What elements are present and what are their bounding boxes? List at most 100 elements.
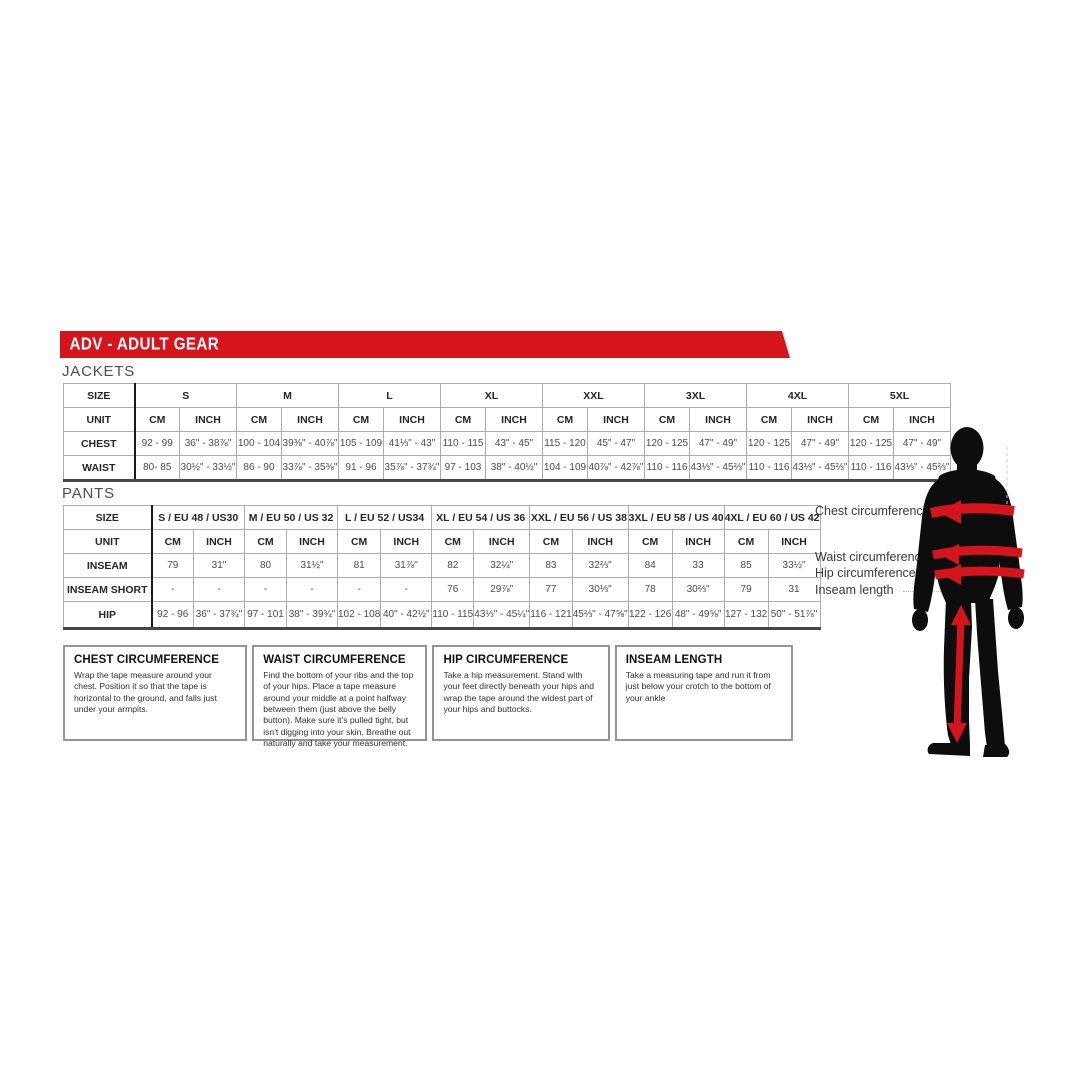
inch-value-cell: 38" - 40½" [485,455,543,481]
figure-label-hip: Hip circumference [815,566,916,580]
size-column-header-2: L [338,383,441,408]
cm-header-cell: CM [746,407,792,432]
inch-value-cell: 50" - 51⅞" [767,601,821,629]
inch-header-cell: INCH [587,407,645,432]
unit-header-cell: UNIT [63,529,153,554]
size-column-header-0: S / EU 48 / US30 [151,505,245,530]
inseam-length-info-box: INSEAM LENGTH Take a measuring tape and … [614,645,793,741]
inch-value-cell: 35⅞" - 37¾" [383,455,441,481]
cm-header-cell: CM [151,529,194,554]
figure-label-chest: Chest circumference [815,504,930,518]
inch-value-cell: 47" - 49" [689,431,747,456]
size-column-header-3: XL [440,383,543,408]
inch-value-cell: - [286,577,338,602]
size-column-header-1: M / EU 50 / US 32 [244,505,338,530]
info-box-title: HIP CIRCUMFERENCE [443,654,569,666]
inch-value-cell: - [193,577,245,602]
hip-circumference-info-box: HIP CIRCUMFERENCE Take a hip measurement… [432,645,610,741]
cm-value-cell: 80- 85 [134,455,180,481]
size-header-cell: SIZE [63,383,136,408]
cm-value-cell: 104 - 109 [542,455,588,481]
row-label: HIP [63,601,153,629]
inch-value-cell: 32¼" [473,553,531,578]
inch-header-cell: INCH [893,407,951,432]
cm-value-cell: 110 - 116 [644,455,690,481]
inch-value-cell: 38" - 39¾" [286,601,338,629]
cm-value-cell: 97 - 103 [440,455,486,481]
cm-value-cell: 110 - 115 [440,431,486,456]
inch-value-cell: 30⅔" [671,577,725,602]
cm-value-cell: 110 - 116 [746,455,792,481]
cm-value-cell: 115 - 120 [542,431,588,456]
inch-header-cell: INCH [193,529,245,554]
inch-value-cell: 30½" - 33½" [179,455,237,481]
arrow-heads [939,500,971,743]
cm-value-cell: 127 - 132 [723,601,769,629]
inch-value-cell: 33 [671,553,725,578]
cm-header-cell: CM [529,529,573,554]
inch-value-cell: 43⅓" - 45⅔" [689,455,747,481]
info-box-body: Find the bottom of your ribs and the top… [263,670,414,749]
row-label: CHEST [63,431,136,456]
inch-value-cell: 47" - 49" [893,431,951,456]
cm-value-cell: - [244,577,287,602]
cm-header-cell: CM [723,529,769,554]
cm-value-cell: 80 [244,553,287,578]
cm-value-cell: 116 - 121 [529,601,573,629]
info-box-title: WAIST CIRCUMFERENCE [263,654,406,666]
measurement-instructions: CHEST CIRCUMFERENCE Wrap the tape measur… [63,645,793,748]
banner-title: ADV - ADULT GEAR [69,334,220,354]
row-label: INSEAM SHORT [63,577,153,602]
inch-value-cell: 33⅞" - 35⅜" [281,455,339,481]
cm-value-cell: 82 [431,553,475,578]
unit-header-cell: UNIT [63,407,136,432]
cm-value-cell: 122 - 126 [627,601,673,629]
row-label: WAIST [63,455,136,481]
inch-value-cell: 36" - 38⅞" [179,431,237,456]
row-label: INSEAM [63,553,153,578]
cm-header-cell: CM [338,407,384,432]
inch-value-cell: 45⅔" - 47⅝" [571,601,629,629]
inch-value-cell: 31 [767,577,821,602]
inch-value-cell: 47" - 49" [791,431,849,456]
cm-value-cell: 100 - 104 [236,431,282,456]
info-box-title: CHEST CIRCUMFERENCE [74,654,220,666]
inseam-arrow-line [953,618,965,730]
inch-value-cell: 45" - 47" [587,431,645,456]
pants-section-label: PANTS [62,485,115,502]
inch-value-cell: 40⅞" - 42⅞" [587,455,645,481]
cm-value-cell: 84 [627,553,673,578]
size-column-header-5: 3XL / EU 58 / US 40 [627,505,725,530]
size-column-header-2: L / EU 52 / US34 [336,505,433,530]
cm-header-cell: CM [644,407,690,432]
inch-value-cell: 43⅓" - 45⅔" [791,455,849,481]
inch-header-cell: INCH [671,529,725,554]
inch-header-cell: INCH [473,529,531,554]
chest-band-arrow [929,503,1015,518]
inch-value-cell: 39⅜" - 40⅞" [281,431,339,456]
jackets-section-label: JACKETS [62,363,136,380]
cm-value-cell: 81 [336,553,382,578]
waist-circumference-info-box: WAIST CIRCUMFERENCE Find the bottom of y… [252,645,428,748]
cm-value-cell: 105 - 109 [338,431,384,456]
info-box-body: Take a measuring tape and run it from ju… [625,670,771,703]
cm-value-cell: 83 [529,553,573,578]
cm-header-cell: CM [336,529,382,554]
cm-header-cell: CM [542,407,588,432]
cm-value-cell: 91 - 96 [338,455,384,481]
cm-header-cell: CM [848,407,894,432]
inch-value-cell: 33½" [767,553,821,578]
cm-value-cell: 120 - 125 [644,431,690,456]
size-column-header-1: M [236,383,339,408]
cm-header-cell: CM [431,529,475,554]
info-box-title: INSEAM LENGTH [625,654,723,666]
inch-header-cell: INCH [281,407,339,432]
inch-header-cell: INCH [383,407,441,432]
male-silhouette [912,427,1024,757]
inch-value-cell: 48" - 49⅝" [671,601,725,629]
size-header-cell: SIZE [63,505,153,530]
size-column-header-7: 5XL [848,383,951,408]
info-box-body: Take a hip measurement. Stand with your … [443,670,594,715]
inch-value-cell: 41⅓" - 43" [383,431,441,456]
cm-value-cell: 85 [723,553,769,578]
